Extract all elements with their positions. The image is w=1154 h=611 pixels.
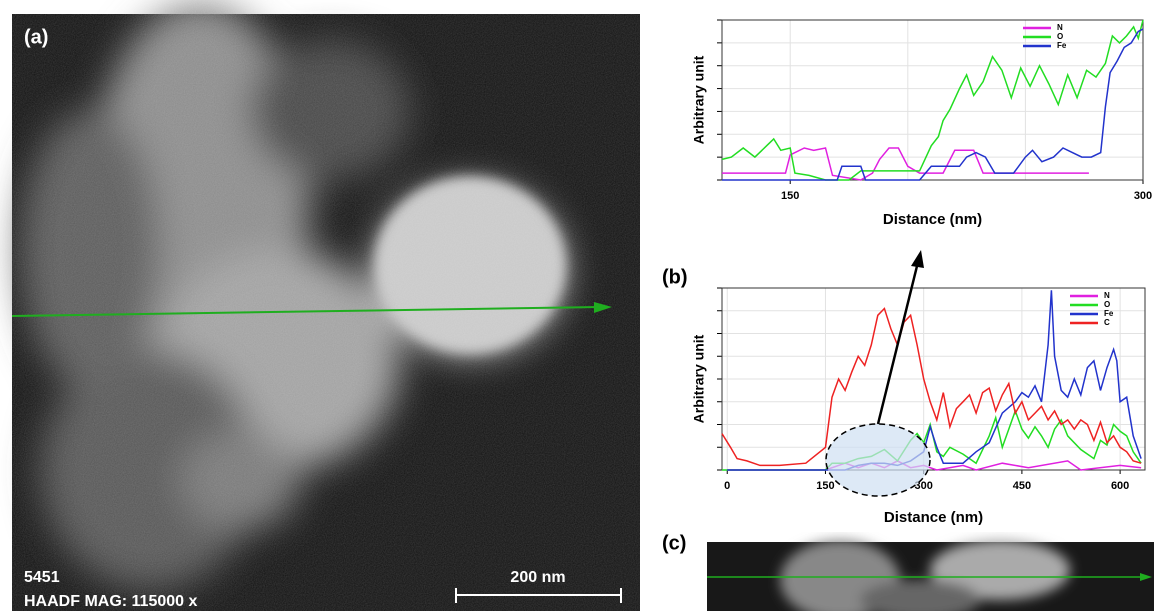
zoom-region: [825, 423, 931, 497]
y-axis-label: Arbitrary unit: [691, 334, 707, 423]
x-tick-label: 600: [1111, 480, 1129, 492]
panel-label: (c): [662, 532, 686, 554]
data-line: [721, 19, 1144, 181]
legend-label: N: [1057, 23, 1063, 32]
legend-label: O: [1057, 32, 1063, 41]
zoom-arrow: [876, 261, 920, 425]
micrograph-a: (a) 5451 HAADF MAG: 115000 x 200 nm: [11, 0, 640, 611]
legend-label: C: [1104, 318, 1110, 327]
legend-label: N: [1104, 291, 1110, 300]
x-tick-label: 450: [1013, 480, 1031, 492]
x-tick-label: 300: [1134, 190, 1152, 202]
legend-label: Fe: [1104, 309, 1114, 318]
mag-text: HAADF MAG: 115000 x: [24, 593, 197, 610]
sample-id: 5451: [24, 569, 60, 586]
legend-label: Fe: [1057, 41, 1067, 50]
x-tick-label: 0: [724, 480, 730, 492]
x-axis-label: Distance (nm): [883, 211, 982, 228]
plot-frame: [721, 287, 1146, 471]
data-line: [721, 307, 1142, 467]
scale-bar-label: 200 nm: [510, 569, 565, 586]
legend-label: O: [1104, 300, 1110, 309]
micrograph-c: [707, 540, 1154, 611]
panel-label: (b): [662, 266, 688, 288]
panel-label: (a): [24, 26, 48, 48]
y-axis-label: Arbitrary unit: [691, 55, 707, 144]
x-tick-label: 150: [781, 190, 799, 202]
data-line: [722, 147, 1089, 181]
plot-frame: [721, 19, 1144, 181]
x-tick-label: 150: [816, 480, 834, 492]
zoom-arrow-head: [911, 250, 924, 268]
x-axis-label: Distance (nm): [884, 509, 983, 526]
data-line: [722, 28, 1144, 181]
